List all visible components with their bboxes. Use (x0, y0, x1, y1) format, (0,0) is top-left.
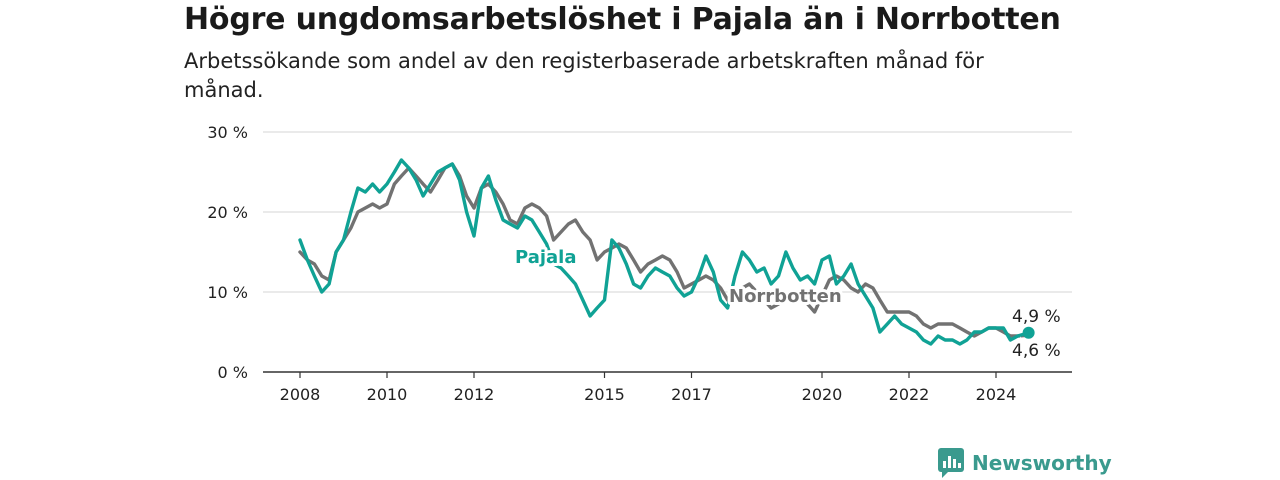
brand-name: Newsworthy (972, 451, 1112, 475)
series-end-marker-pajala (1022, 326, 1035, 339)
series-end-label-pajala: 4,9 % (1012, 307, 1061, 327)
chart-subtitle: Arbetssökande som andel av den registerb… (184, 49, 984, 102)
series-name-label-norrbotten: Norrbotten (729, 286, 842, 307)
series-end-label-norrbotten: 4,6 % (1012, 341, 1061, 361)
y-tick-label: 10 % (207, 283, 248, 302)
series-labels: Pajala Norrbotten 4,9 % 4,6 % (512, 244, 1063, 364)
y-tick-label: 20 % (207, 203, 248, 222)
series-lines (298, 158, 1031, 346)
x-tick-label: 2015 (584, 385, 625, 404)
chart-title: Högre ungdomsarbetslöshet i Pajala än i … (184, 2, 1061, 37)
series-name-label-pajala: Pajala (515, 247, 577, 268)
x-tick-label: 2017 (671, 385, 712, 404)
newsworthy-logo-icon (938, 448, 964, 478)
x-tick-label: 2010 (367, 385, 408, 404)
x-tick-label: 2012 (454, 385, 495, 404)
axis-ticks: 0 % 10 % 20 % 30 % 2008 2010 2012 2015 2017 2020 2… (207, 123, 1016, 404)
x-tick-label: 2008 (280, 385, 321, 404)
x-tick-label: 2020 (802, 385, 843, 404)
x-tick-label: 2022 (889, 385, 930, 404)
gridlines (263, 131, 1072, 373)
y-tick-label: 0 % (218, 363, 248, 382)
series-line-pajala (298, 158, 1031, 346)
x-tick-label: 2024 (976, 385, 1017, 404)
y-tick-label: 30 % (207, 123, 248, 142)
brand: Newsworthy (938, 448, 1112, 478)
series-line-norrbotten (298, 162, 1031, 338)
